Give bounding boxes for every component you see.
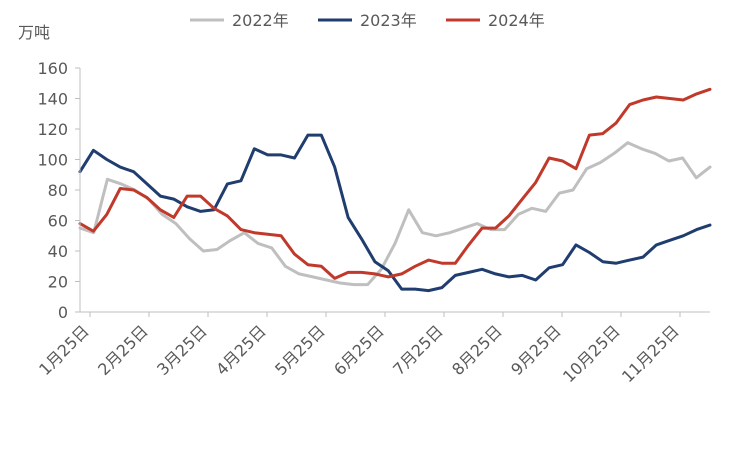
- legend-label: 2022年: [232, 11, 289, 30]
- x-tick-label: 4月25日: [212, 321, 270, 379]
- y-tick-label: 120: [37, 120, 68, 139]
- y-tick-label: 0: [58, 303, 68, 322]
- series-line-2023年: [78, 133, 712, 293]
- x-tick-label: 1月25日: [35, 321, 93, 379]
- x-tick-label: 8月25日: [448, 321, 506, 379]
- y-tick-label: 80: [48, 181, 68, 200]
- x-tick-label: 5月25日: [271, 321, 329, 379]
- series-line-2024年: [78, 87, 712, 280]
- x-axis-ticks: 1月25日 2月25日 3月25日 4月25日 5月25日 6月25日 7月25日 8月25日…: [35, 312, 683, 386]
- y-tick-label: 40: [48, 242, 68, 261]
- x-tick-label: 10月25日: [559, 321, 624, 386]
- y-tick-label: 140: [37, 90, 68, 109]
- x-tick-label: 11月25日: [618, 321, 683, 386]
- x-tick-label: 3月25日: [153, 321, 211, 379]
- y-axis-ticks: 0 20 40 60 80 100 120 140 160: [37, 59, 80, 322]
- x-tick-label: 7月25日: [389, 321, 447, 379]
- series-layer: [78, 87, 712, 293]
- x-tick-label: 6月25日: [330, 321, 388, 379]
- x-tick-label: 9月25日: [507, 321, 565, 379]
- y-tick-label: 20: [48, 273, 68, 292]
- y-tick-label: 100: [37, 151, 68, 170]
- legend: 2022年 2023年 2024年: [190, 11, 545, 30]
- legend-label: 2023年: [360, 11, 417, 30]
- y-tick-label: 160: [37, 59, 68, 78]
- legend-label: 2024年: [488, 11, 545, 30]
- y-axis-unit-label: 万吨: [18, 23, 50, 42]
- x-tick-label: 2月25日: [94, 321, 152, 379]
- y-tick-label: 60: [48, 212, 68, 231]
- series-line-2022年: [78, 141, 712, 287]
